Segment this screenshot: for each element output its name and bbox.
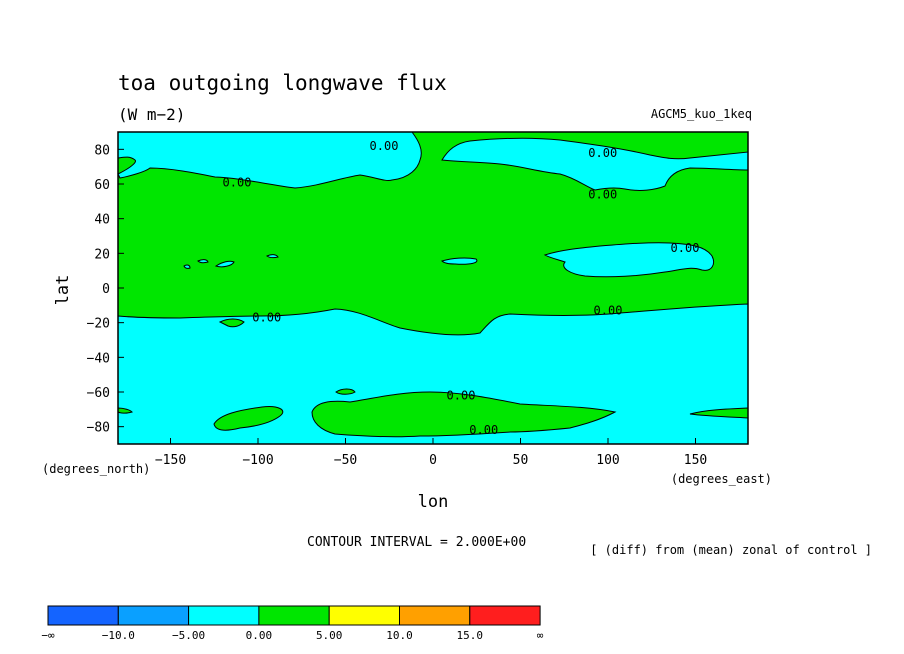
plot-area: −150 −100 −50 0 50 100 150 −80 −60 −40 −20 0 20 40 60… [87, 131, 749, 468]
x-tick-label: 50 [513, 453, 529, 468]
negative-island-east [543, 242, 715, 278]
colorbar-label: −10.0 [102, 629, 135, 642]
y-tick-label: 60 [94, 178, 110, 193]
contour-interval-label: CONTOUR INTERVAL = 2.000E+00 [307, 535, 526, 550]
positive-island-south-2 [213, 406, 284, 431]
contour-label: 0.00 [223, 175, 252, 189]
colorbar-swatch [258, 605, 330, 626]
y-tick-label: 0 [102, 282, 110, 297]
y-tick-label: −40 [87, 351, 110, 366]
model-label: AGCM5_kuo_1keq [651, 107, 752, 121]
x-axis-title: lon [418, 492, 449, 512]
colorbar-label: 10.0 [386, 629, 413, 642]
colorbar-label: −5.00 [172, 629, 205, 642]
contour-labels: 0.00 0.00 0.00 0.00 0.00 0.00 0.00 0.00 0.00 [223, 139, 700, 437]
negative-island-west-4 [183, 264, 191, 269]
negative-region-north-2 [441, 137, 749, 191]
x-tick-label: −150 [155, 453, 186, 468]
contour-label: 0.00 [588, 187, 617, 201]
contour-label: 0.00 [594, 304, 623, 318]
colorbar-label: 5.00 [316, 629, 343, 642]
contour-label: 0.00 [588, 146, 617, 160]
y-tick-label: −80 [87, 421, 110, 436]
positive-island-south-4 [117, 407, 133, 414]
x-axis-units: (degrees_east) [671, 472, 772, 486]
x-tick-label: 100 [596, 453, 619, 468]
y-tick-label: 20 [94, 247, 110, 262]
x-tick-label: −100 [242, 453, 273, 468]
y-axis: −80 −60 −40 −20 0 20 40 60 80 [87, 143, 124, 436]
positive-island-south-5 [335, 388, 356, 395]
colorbar-swatch [328, 605, 401, 626]
contour-label: 0.00 [252, 310, 281, 324]
y-tick-label: −20 [87, 317, 110, 332]
colorbar-swatch [117, 605, 190, 626]
colorbar-label: ∞ [537, 629, 544, 642]
negative-island-mid [441, 257, 478, 265]
positive-island-south-6 [218, 318, 245, 328]
y-tick-label: 80 [94, 143, 110, 158]
colorbar-swatch [469, 605, 541, 626]
negative-island-west-3 [266, 254, 279, 259]
colorbar-swatch [188, 605, 260, 626]
contour-label: 0.00 [671, 241, 700, 255]
colorbar-swatch [399, 605, 471, 626]
chart-title: toa outgoing longwave flux [118, 71, 447, 95]
diff-note: [ (diff) from (mean) zonal of control ] [590, 543, 872, 557]
contour-label: 0.00 [370, 139, 399, 153]
y-tick-label: −60 [87, 386, 110, 401]
x-tick-label: 150 [684, 453, 707, 468]
y-tick-label: 40 [94, 213, 110, 228]
y-axis-title: lat [53, 275, 73, 306]
x-tick-label: −50 [334, 453, 357, 468]
negative-island-west-1 [214, 260, 235, 268]
y-axis-units: (degrees_north) [42, 462, 150, 476]
colorbar-label: −∞ [41, 629, 55, 642]
contour-label: 0.00 [469, 423, 498, 437]
contour-label: 0.00 [447, 388, 476, 402]
x-tick-label: 0 [429, 453, 437, 468]
colorbar-label: 15.0 [457, 629, 484, 642]
colorbar-swatch [47, 605, 119, 626]
negative-island-west-2 [197, 259, 209, 264]
positive-island-south-1 [311, 391, 617, 438]
colorbar: −∞ −10.0 −5.00 0.00 5.00 10.0 15.0 ∞ [41, 605, 544, 642]
colorbar-label: 0.00 [246, 629, 273, 642]
chart-units: (W m−2) [118, 105, 185, 124]
negative-region-north-1 [117, 131, 422, 189]
x-axis: −150 −100 −50 0 50 100 150 [155, 438, 707, 468]
